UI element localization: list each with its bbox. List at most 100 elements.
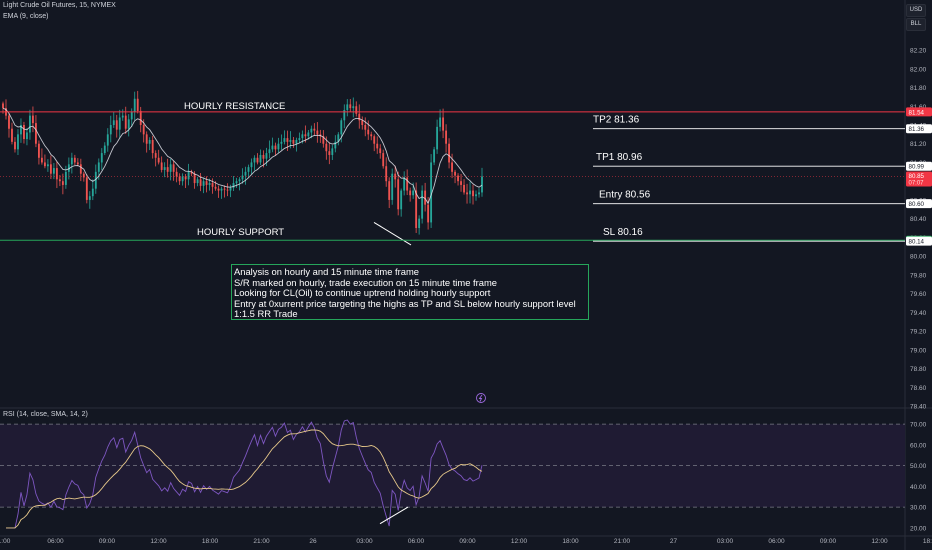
current-price-tag-text: 80.85 (909, 173, 925, 180)
candle-body (67, 164, 70, 172)
rsi-tick-label: 40.00 (910, 484, 927, 491)
candle-body (397, 179, 400, 210)
tp2-label: TP2 81.36 (593, 115, 640, 126)
rsi-tick-label: 20.00 (910, 525, 927, 532)
bll-button[interactable]: BLL (906, 18, 926, 31)
candle-body (226, 189, 229, 191)
candle-body (268, 149, 271, 154)
candle-body (325, 143, 328, 152)
hourly-resistance-tag (906, 107, 932, 117)
tp1-label: TP1 80.96 (596, 152, 643, 163)
time-axis-label: 06:00 (408, 538, 425, 545)
rsi-tick-label: 50.00 (910, 463, 927, 470)
candle-body (32, 115, 34, 124)
candle-body (103, 145, 106, 154)
sl-tag (906, 236, 932, 246)
candle-body (124, 115, 127, 129)
candle-body (79, 164, 82, 174)
candle-body (301, 134, 304, 139)
candle-body (85, 177, 88, 200)
candle-body (409, 190, 412, 196)
candle-body (148, 139, 151, 144)
price-tick-label: 79.60 (910, 291, 927, 298)
candle-body (49, 164, 52, 174)
price-tick-label: 79.20 (910, 329, 927, 336)
entry-tag (906, 199, 932, 209)
candle-body (334, 141, 337, 149)
candle-body (136, 98, 139, 111)
candle-body (340, 120, 343, 135)
note-line: Entry at 0xurrent price targeting the hi… (234, 297, 576, 309)
candle-body (256, 157, 259, 163)
candle-body (442, 117, 445, 131)
lightning-icon (476, 393, 486, 403)
symbol-legend[interactable]: Light Crude Oil Futures, 15, NYMEX (3, 2, 116, 9)
candle-body (430, 162, 433, 223)
candle-body (235, 181, 238, 184)
time-axis-label: 21:00 (614, 538, 631, 545)
ema-legend[interactable]: EMA (9, close) (3, 13, 49, 20)
currency-button[interactable]: USD (906, 4, 926, 17)
candle-body (247, 167, 250, 172)
candle-body (358, 113, 361, 121)
time-axis-label: 26 (309, 538, 317, 545)
candle-body (421, 190, 424, 219)
candle-body (283, 138, 286, 142)
candle-body (145, 134, 148, 144)
candle-body (331, 148, 334, 155)
rsi-legend[interactable]: RSI (14, close, SMA, 14, 2) (3, 411, 88, 418)
hourly-resistance-tag-text: 81.54 (909, 109, 925, 116)
candle-body (166, 167, 169, 172)
candle-body (286, 138, 289, 142)
candle-body (439, 117, 442, 127)
candle-body (367, 129, 370, 135)
candle-body (310, 128, 313, 133)
candle-body (76, 162, 79, 165)
rsi-tick-label: 30.00 (910, 505, 927, 512)
rsi-line (6, 419, 483, 529)
candle-body (388, 181, 391, 200)
note-line: Looking for CL(Oil) to continue uptrend … (234, 287, 491, 299)
candle-body (445, 130, 448, 144)
candle-body (241, 175, 244, 180)
rsi-tick-label: 70.00 (910, 422, 927, 429)
price-tick-label: 79.80 (910, 272, 927, 279)
price-tick-label: 79.00 (910, 347, 927, 354)
candle-body (112, 120, 115, 125)
candle-body (418, 218, 421, 229)
candle-body (118, 117, 121, 130)
candle-body (202, 181, 205, 186)
candle-body (391, 173, 394, 200)
time-axis-label: 06:00 (47, 538, 64, 545)
price-tick-label: 78.80 (910, 366, 927, 373)
candle-body (436, 126, 439, 150)
time-axis-label: 09:00 (99, 538, 116, 545)
candle-body (100, 153, 103, 163)
candle-body (244, 171, 247, 176)
candle-body (457, 175, 459, 182)
candle-body (70, 157, 73, 165)
candle-body (379, 148, 382, 154)
candle-body (472, 190, 474, 197)
candle-body (11, 128, 13, 142)
candle-body (394, 173, 397, 180)
hourly-resistance-label: HOURLY RESISTANCE (184, 101, 285, 112)
candle-body (151, 139, 154, 154)
candle-body (142, 124, 145, 135)
candle-body (463, 184, 465, 193)
candle-body (193, 173, 196, 184)
candle-body (58, 179, 61, 182)
candle-body (427, 204, 430, 223)
candle-body (187, 171, 190, 180)
candle-body (26, 132, 28, 140)
candle-body (298, 138, 301, 140)
time-axis-label: 03:00 (356, 538, 373, 545)
candle-body (250, 162, 253, 168)
candle-body (97, 162, 100, 172)
candle-body (352, 106, 355, 109)
candle-body (313, 128, 316, 131)
candle-body (322, 136, 325, 144)
candle-body (14, 141, 16, 150)
candle-body (73, 157, 76, 163)
